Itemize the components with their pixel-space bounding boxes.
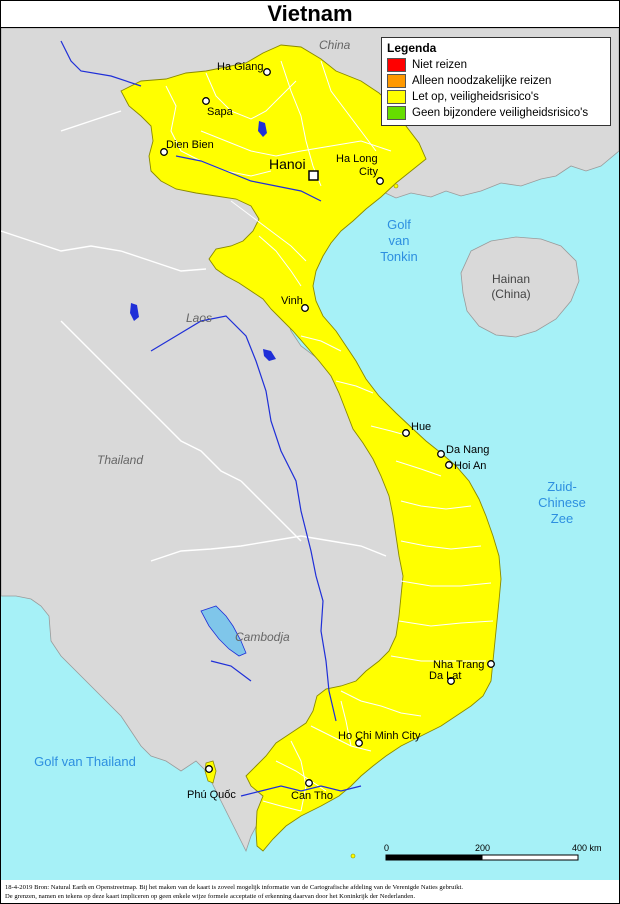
label-ha-long-2: City: [359, 166, 378, 178]
island-small-2: [393, 183, 399, 189]
vietnam-area: [120, 44, 502, 852]
label-da-lat: Da Lat: [429, 670, 461, 682]
source-line-1: 18-4-2019 Bron: Natural Earth en Openstr…: [5, 884, 463, 891]
label-sapa: Sapa: [207, 106, 234, 118]
marker-ha-giang: [263, 68, 271, 76]
city-markers: [160, 68, 495, 787]
label-china: China: [319, 38, 351, 52]
label-zcz-2: Chinese: [538, 495, 586, 510]
label-ha-giang: Ha Giang: [217, 61, 263, 73]
label-thailand: Thailand: [97, 453, 143, 467]
legend-swatch-orange: [387, 74, 406, 88]
label-hoi-an: Hoi An: [454, 460, 486, 472]
label-vinh: Vinh: [281, 295, 303, 307]
legend-swatch-green: [387, 106, 406, 120]
label-nha-trang: Nha Trang: [433, 659, 484, 671]
marker-hoi-an: [445, 461, 453, 469]
label-tonkin-3: Tonkin: [380, 249, 418, 264]
legend-label: Niet reizen: [412, 59, 467, 71]
label-zcz-1: Zuid-: [547, 479, 577, 494]
label-dien-bien: Dien Bien: [166, 139, 214, 151]
marker-ha-long: [376, 177, 384, 185]
label-da-nang: Da Nang: [446, 444, 489, 456]
legend-label: Geen bijzondere veiligheidsrisico's: [412, 107, 589, 119]
legend: Legenda Niet reizen Alleen noodzakelijke…: [381, 37, 611, 126]
source-note: 18-4-2019 Bron: Natural Earth en Openstr…: [5, 883, 617, 901]
marker-hcmc: [355, 739, 363, 747]
legend-swatch-yellow: [387, 90, 406, 104]
legend-item: Alleen noodzakelijke reizen: [387, 73, 606, 89]
label-tonkin-2: van: [389, 233, 410, 248]
label-hainan: Hainan: [492, 272, 530, 286]
province-borders: [165, 60, 494, 812]
marker-phu-quoc: [205, 765, 213, 773]
legend-title: Legenda: [387, 41, 437, 55]
source-line-2: De grenzen, namen en tekens op deze kaar…: [5, 893, 416, 900]
label-can-tho: Can Tho: [291, 790, 333, 802]
scale-seg-1: [385, 854, 483, 861]
label-cambodja: Cambodja: [235, 630, 290, 644]
label-laos: Laos: [186, 311, 212, 325]
marker-da-lat: [447, 677, 455, 685]
label-gulf-thailand: Golf van Thailand: [34, 754, 136, 769]
legend-label: Alleen noodzakelijke reizen: [412, 75, 552, 87]
tonle-sap-lake: [200, 605, 247, 657]
legend-swatch-red: [387, 58, 406, 72]
scale-bar: 0 200 400 km: [384, 843, 602, 861]
marker-hanoi: [308, 170, 319, 181]
marker-hue: [402, 429, 410, 437]
marker-da-nang: [437, 450, 445, 458]
legend-label: Let op, veiligheidsrisico's: [412, 91, 539, 103]
marker-vinh: [301, 304, 309, 312]
label-zcz-3: Zee: [551, 511, 573, 526]
land-hainan: [460, 236, 580, 338]
scale-label-200: 200: [475, 843, 490, 853]
marker-dien-bien: [160, 148, 168, 156]
marker-nha-trang: [487, 660, 495, 668]
label-hue: Hue: [411, 421, 431, 433]
label-hcmc: Ho Chi Minh City: [338, 730, 421, 742]
marker-can-tho: [305, 779, 313, 787]
legend-item: Niet reizen: [387, 57, 606, 73]
label-hainan-sub: (China): [491, 287, 530, 301]
lake-west: [130, 303, 139, 321]
lake-north: [258, 121, 267, 137]
legend-item: Let op, veiligheidsrisico's: [387, 89, 606, 105]
label-hanoi: Hanoi: [269, 156, 306, 172]
label-ha-long-1: Ha Long: [336, 153, 378, 165]
country-borders: [1, 110, 387, 562]
scale-seg-2: [481, 854, 579, 861]
map-title: Vietnam: [1, 1, 619, 28]
label-phu-quoc: Phú Quốc: [187, 789, 236, 801]
legend-item: Geen bijzondere veiligheidsrisico's: [387, 105, 606, 121]
rivers: [60, 40, 362, 797]
label-tonkin-1: Golf: [387, 217, 411, 232]
scale-label-400: 400 km: [572, 843, 602, 853]
scale-label-0: 0: [384, 843, 389, 853]
island-small-1: [350, 853, 356, 859]
marker-sapa: [202, 97, 210, 105]
lake-laos: [263, 349, 276, 361]
map: China Laos Thailand Cambodja Hainan (Chi…: [1, 28, 619, 880]
